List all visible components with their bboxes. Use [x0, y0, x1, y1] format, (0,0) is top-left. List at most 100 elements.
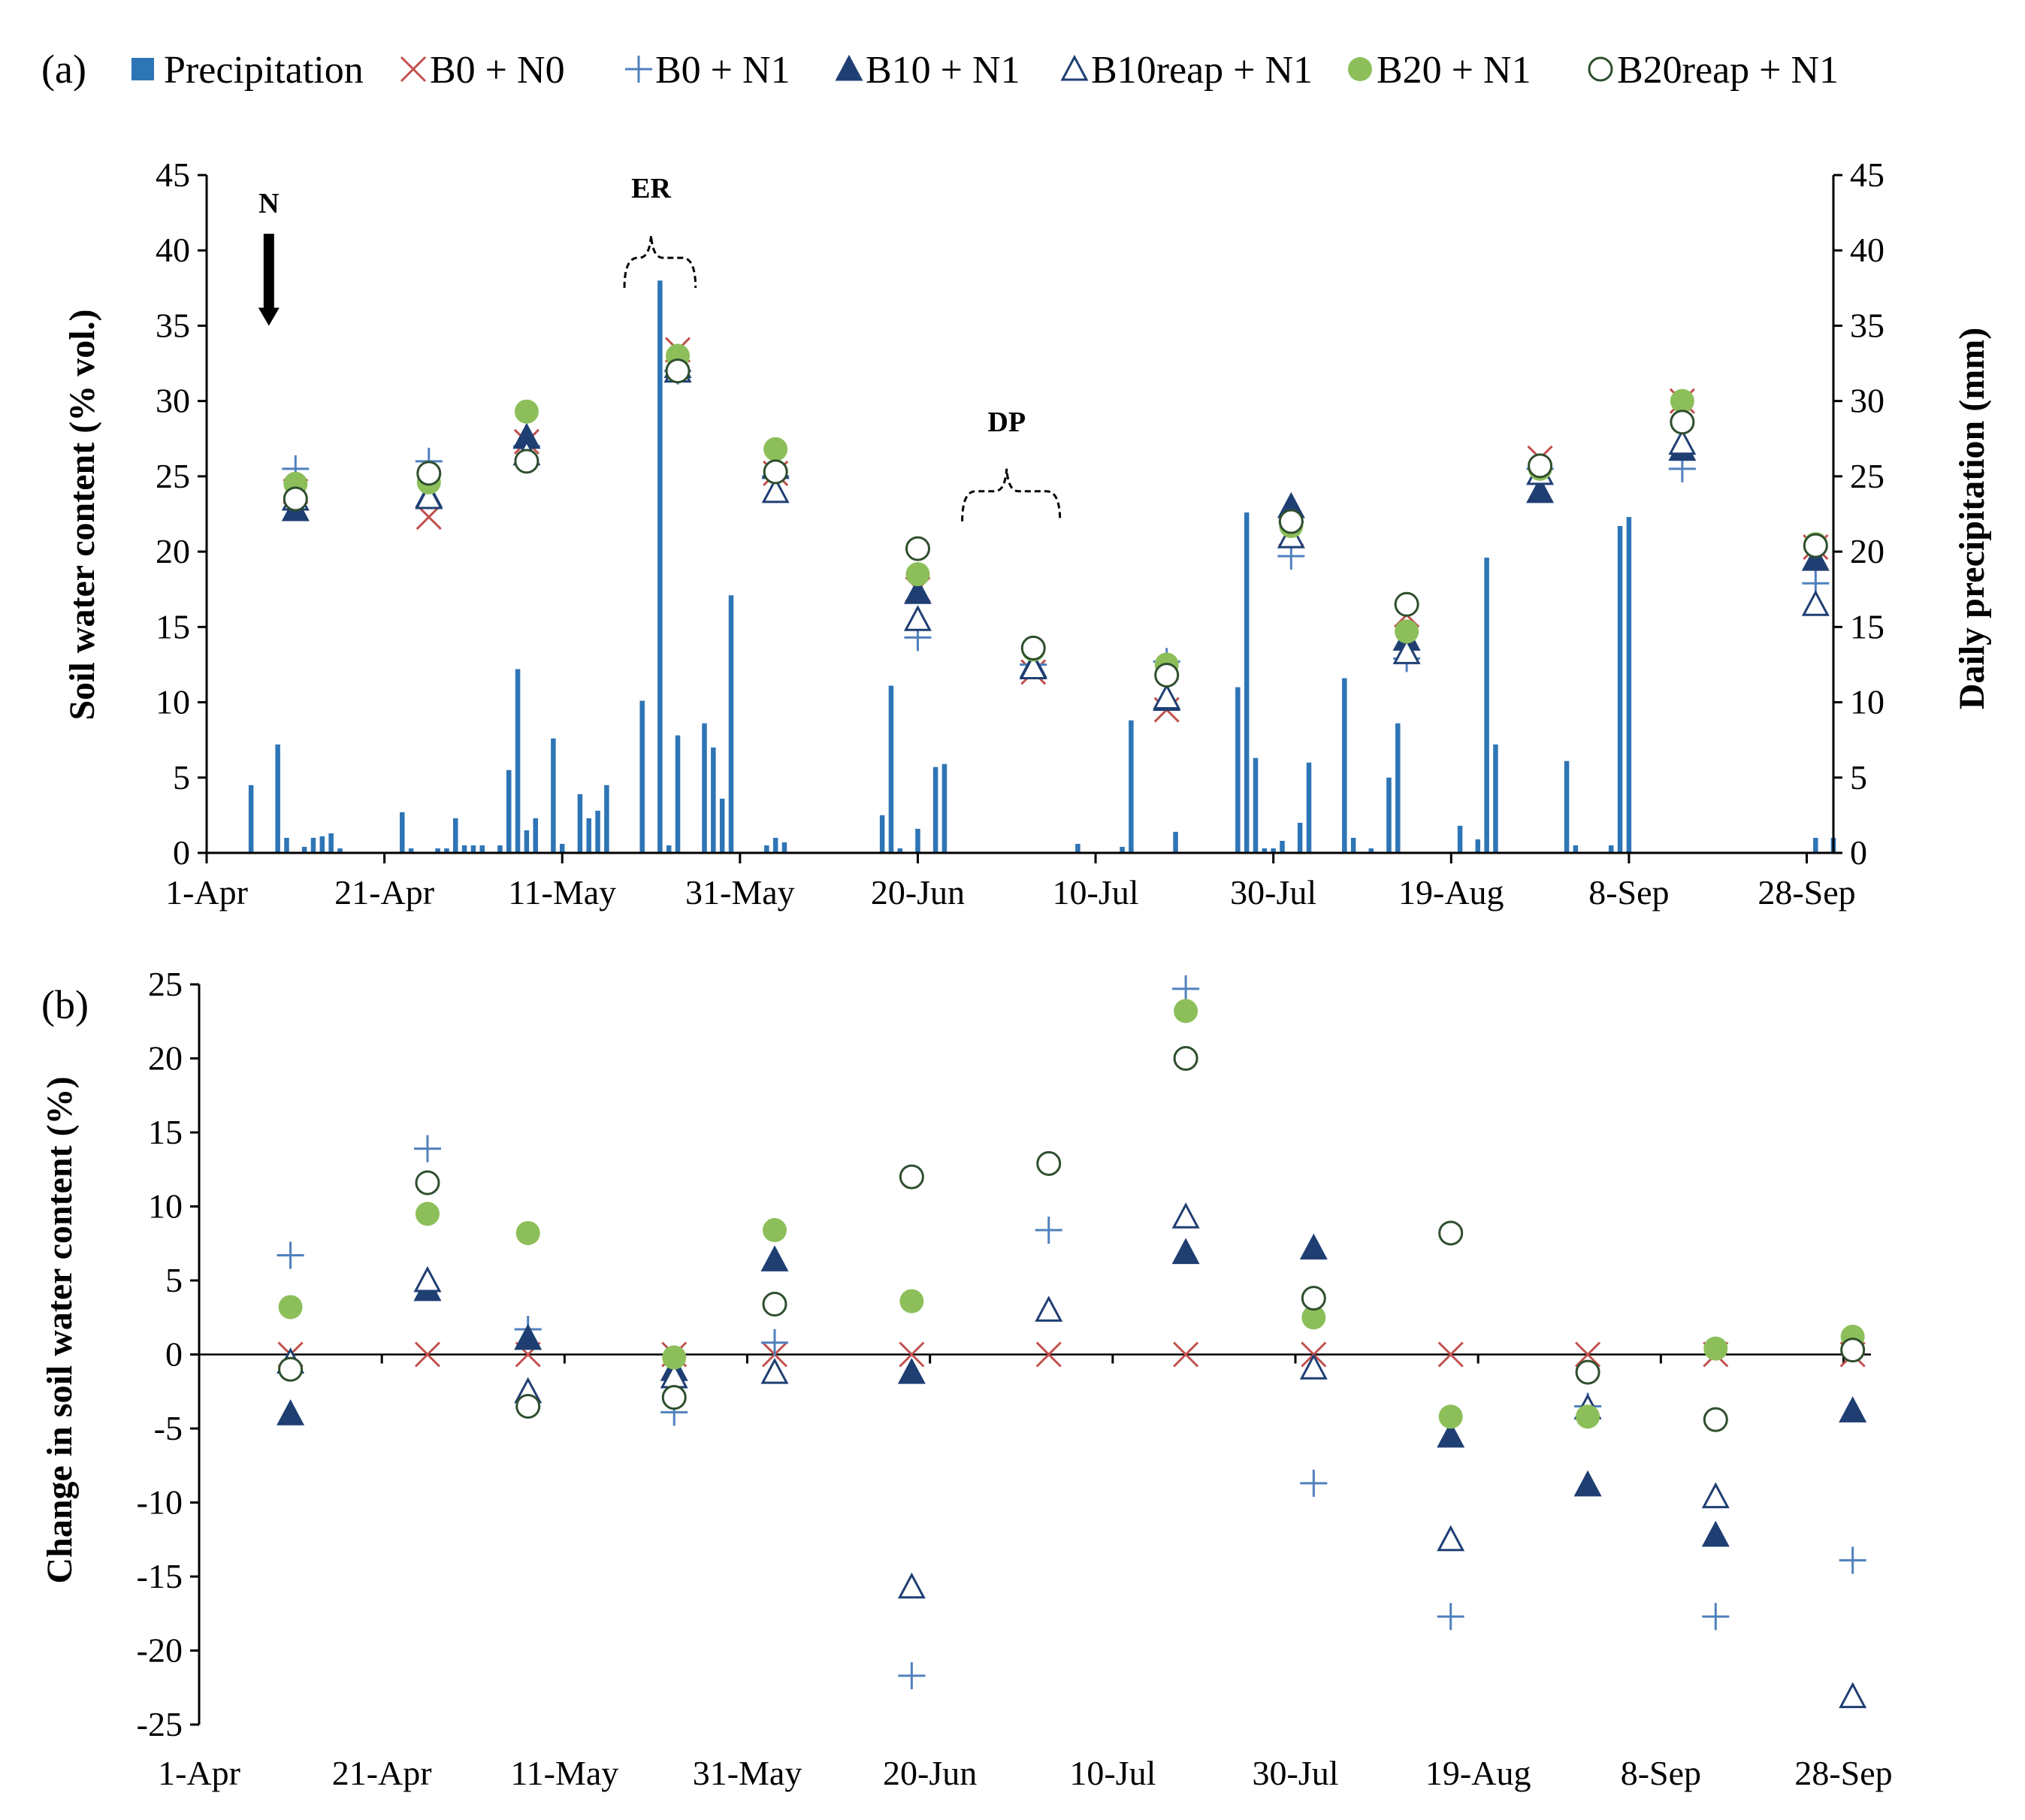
- panel-b-b0-n1-point: [1437, 1603, 1464, 1631]
- precipitation-bar: [301, 846, 307, 853]
- panel-a-left-tick-label: 30: [156, 382, 190, 420]
- precipitation-bar: [1306, 762, 1312, 853]
- panel-a-x-tick-label: 10-Jul: [1053, 873, 1139, 912]
- panel-b-b20reap-n1-point: [1840, 1338, 1866, 1363]
- precipitation-bar: [702, 723, 707, 853]
- panel-a-left-tick-label: 5: [173, 758, 190, 797]
- panel-b-b10reap-n1-point: [1701, 1482, 1730, 1509]
- panel-b-x-tick-label: 21-Apr: [332, 1754, 432, 1792]
- panel-b-b0-n0-point: [1173, 1341, 1199, 1368]
- panel-a-right-tick-label: 45: [1850, 156, 1884, 194]
- legend-precipitation-label: Precipitation: [164, 49, 364, 92]
- precipitation-bar: [595, 810, 600, 853]
- precipitation-bar: [1173, 831, 1178, 853]
- panel-b-y-tick-label: 25: [148, 965, 183, 1003]
- panel-a-right-tick-label: 10: [1850, 683, 1884, 721]
- panel-b-b10reap-n1-point: [1171, 1202, 1200, 1229]
- precipitation-bar: [1280, 840, 1285, 853]
- panel-b-axis-title: Change in soil water content (%): [40, 1076, 80, 1583]
- precipitation-bar: [479, 845, 485, 853]
- panel-a-b10reap-n1-point: [415, 482, 443, 509]
- panel-b-b20reap-n1-point: [1173, 1046, 1198, 1071]
- panel-b-b10reap-n1-point: [1839, 1682, 1867, 1709]
- precipitation-bar: [1244, 512, 1250, 853]
- annotation-bracket: [623, 234, 697, 289]
- precipitation-bar: [772, 837, 778, 853]
- panel-b-b20-n1-point: [1174, 999, 1198, 1023]
- panel-a-left-tick-label: 35: [156, 306, 190, 344]
- panel-a-right-tick-label: 25: [1850, 457, 1884, 495]
- legend-b20reap-n1-label: B20reap + N1: [1617, 49, 1839, 92]
- precipitation-bar: [470, 845, 476, 853]
- panel-a-x-tick-label: 11-May: [508, 873, 616, 912]
- annotation-n: N: [258, 188, 279, 219]
- panel-b-b0-n1-point: [277, 1241, 304, 1269]
- panel-b-b20-n1-point: [515, 1220, 540, 1245]
- legend-b0-n0-label: B0 + N0: [430, 49, 565, 92]
- precipitation-bar: [711, 747, 716, 853]
- panel-b-b10reap-n1-point: [413, 1265, 442, 1292]
- panel-b-b20reap-n1-point: [1301, 1286, 1326, 1311]
- panel-b-y-tick-label: 0: [165, 1335, 183, 1374]
- legend-b20-n1-marker: [1348, 57, 1372, 81]
- panel-b-b0-n1-point: [1839, 1546, 1866, 1574]
- panel-b-b20reap-n1-point: [661, 1385, 687, 1410]
- precipitation-bar: [524, 830, 530, 853]
- precipitation-bar: [728, 595, 734, 853]
- precipitation-bar: [497, 845, 503, 853]
- precipitation-bar: [435, 848, 440, 853]
- panel-b-b10reap-n1-point: [1299, 1353, 1328, 1380]
- precipitation-bar: [337, 848, 343, 853]
- panel-a-b10reap-n1-point: [1153, 683, 1181, 710]
- panel-b-y-tick-label: 20: [148, 1039, 183, 1078]
- panel-a-b20reap-n1-point: [1670, 410, 1695, 435]
- panel-a-b20reap-n1-point: [665, 358, 691, 384]
- legend-b20-n1-label: B20 + N1: [1377, 49, 1531, 92]
- panel-b-b10-n1-point: [897, 1357, 926, 1384]
- precipitation-bar: [764, 845, 769, 853]
- panel-a-b10reap-n1-point: [1668, 428, 1697, 455]
- precipitation-bar: [1350, 837, 1356, 853]
- panel-b-b20reap-n1-point: [899, 1164, 924, 1190]
- precipitation-bar: [1573, 845, 1579, 853]
- precipitation-bar: [551, 738, 556, 853]
- precipitation-bar: [666, 845, 672, 853]
- panel-a-b20-n1-point: [514, 399, 539, 424]
- panel-a-x-tick-label: 8-Sep: [1588, 873, 1669, 912]
- precipitation-bar: [604, 785, 609, 853]
- panel-a-right-tick-label: 0: [1850, 833, 1867, 872]
- precipitation-bar: [328, 833, 334, 853]
- panel-a-label: (a): [41, 47, 86, 92]
- legend-b10-n1-marker: [835, 54, 863, 81]
- panel-a-right-tick-label: 40: [1850, 231, 1884, 269]
- panel-a-b20reap-n1-point: [416, 461, 442, 486]
- panel-a-b20reap-n1-point: [763, 459, 788, 485]
- precipitation-bar: [915, 828, 920, 853]
- panel-b-b20reap-n1-point: [278, 1356, 304, 1382]
- panel-b-b0-n0-point: [1437, 1341, 1464, 1368]
- panel-a-x-tick-label: 1-Apr: [165, 873, 248, 912]
- legend-b0-n0-marker: [400, 56, 427, 83]
- precipitation-bar: [639, 700, 645, 853]
- panel-b-x-tick-label: 8-Sep: [1621, 1754, 1701, 1792]
- panel-a-left-tick-label: 40: [156, 231, 190, 269]
- panel-b-b10-n1-point: [1701, 1520, 1730, 1547]
- panel-b-x-tick-label: 1-Apr: [158, 1754, 240, 1792]
- precipitation-bar: [675, 735, 681, 853]
- panel-b-b10-n1-point: [1437, 1421, 1465, 1448]
- panel-b-y-tick-label: 10: [148, 1187, 183, 1226]
- legend-b20reap-n1-marker: [1588, 56, 1613, 82]
- panel-b: (b) -25 -20 -15 -10 -5 0 5 10 15 20 25 1-Apr 21-Apr 1…: [40, 965, 1893, 1792]
- precipitation-bar: [275, 744, 280, 853]
- panel-b-x-tick-label: 10-Jul: [1069, 1754, 1156, 1792]
- precipitation-bar: [1075, 843, 1081, 853]
- precipitation-bar: [1297, 822, 1303, 853]
- precipitation-bar: [1120, 846, 1125, 853]
- panel-b-x-tick-label: 20-Jun: [883, 1754, 977, 1792]
- precipitation-bar: [1626, 517, 1632, 853]
- panel-a-b10reap-n1-point: [761, 476, 790, 503]
- panel-a-b10reap-n1-point: [1801, 590, 1830, 616]
- precipitation-bar: [284, 837, 289, 853]
- panel-a-x-tick-label: 28-Sep: [1758, 873, 1855, 912]
